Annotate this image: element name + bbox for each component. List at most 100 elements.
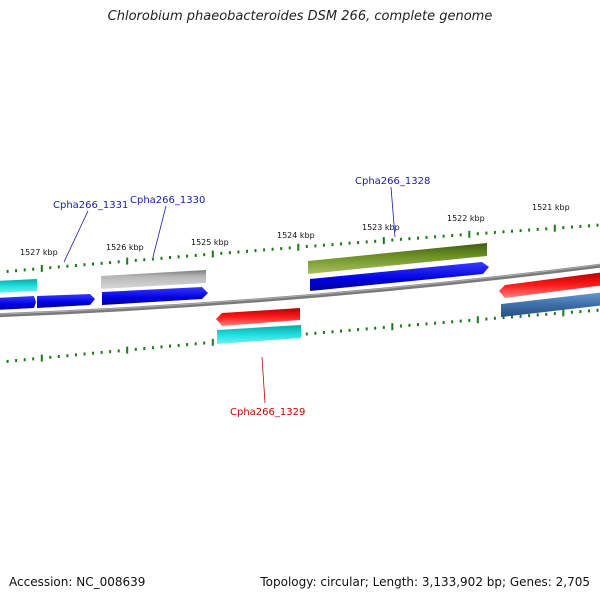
scale-minor-tick (399, 324, 402, 328)
scale-minor-tick (66, 354, 69, 358)
scale-minor-tick (365, 240, 368, 244)
scale-minor-tick (6, 269, 9, 273)
gene-cyan-left-upper[interactable] (0, 279, 37, 293)
scale-minor-tick (459, 319, 462, 323)
scale-minor-tick (228, 251, 231, 255)
scale-minor-tick (382, 325, 385, 329)
scale-minor-tick (117, 349, 120, 353)
topology-text: Topology: circular; Length: 3,133,902 bp… (260, 575, 590, 589)
gene-red-right[interactable] (499, 272, 600, 298)
scale-minor-tick (23, 358, 26, 362)
scale-minor-tick (502, 316, 505, 320)
gene-cyan-1329-lower[interactable] (217, 325, 301, 344)
scale-minor-tick (348, 328, 351, 332)
scale-minor-tick (143, 347, 146, 350)
scale-minor-tick (519, 314, 522, 318)
scale-minor-tick (134, 258, 137, 262)
scale-minor-tick (109, 261, 112, 265)
scale-minor-tick (442, 234, 445, 238)
scale-minor-tick (177, 343, 180, 347)
scale-minor-tick (468, 318, 471, 322)
scale-minor-tick (553, 312, 556, 316)
kbp-label-1527: 1527 kbp (20, 248, 58, 257)
gene-blue-left-a[interactable] (0, 296, 36, 310)
scale-major-tick (553, 224, 556, 232)
scale-minor-tick (177, 255, 180, 259)
scale-minor-tick (288, 246, 291, 250)
scale-minor-tick (348, 241, 351, 245)
scale-minor-tick (374, 326, 377, 330)
scale-minor-tick (434, 235, 437, 239)
kbp-label-1522: 1522 kbp (447, 214, 485, 223)
scale-minor-tick (408, 237, 411, 241)
gene-label-1328[interactable]: Cpha266_1328 (355, 176, 430, 187)
scale-minor-tick (596, 308, 599, 312)
scale-minor-tick (254, 249, 257, 253)
scale-minor-tick (399, 237, 402, 241)
scale-minor-tick (536, 227, 539, 231)
genome-backbone-highlight (0, 264, 600, 315)
scale-major-tick (476, 316, 479, 324)
scale-minor-tick (203, 253, 206, 257)
scale-minor-tick (32, 267, 35, 271)
gene-cpha266-1329[interactable] (216, 308, 300, 326)
genome-title: Chlorobium phaeobacteroides DSM 266, com… (107, 9, 493, 24)
scale-minor-tick (408, 323, 411, 327)
gene-blue-1328-lower[interactable] (310, 262, 489, 291)
scale-minor-tick (280, 247, 283, 251)
gene-cpha266-1331[interactable] (37, 294, 95, 308)
scale-major-tick (40, 354, 43, 362)
gene-label-1329[interactable]: Cpha266_1329 (230, 407, 305, 418)
scale-major-tick (126, 346, 129, 354)
scale-minor-tick (417, 236, 419, 240)
genome-backbone (0, 263, 600, 318)
scale-minor-tick (545, 227, 548, 231)
callout-line-1331 (63, 210, 89, 263)
gene-cpha266-1328[interactable] (308, 243, 487, 274)
scale-minor-tick (220, 251, 223, 255)
scale-minor-tick (588, 224, 590, 228)
scale-minor-tick (15, 269, 18, 273)
scale-minor-tick (322, 243, 325, 247)
gene-label-1331[interactable]: Cpha266_1331 (53, 200, 128, 211)
scale-minor-tick (117, 260, 120, 264)
gene-steel-right[interactable] (501, 292, 600, 317)
accession-text: Accession: NC_008639 (9, 575, 146, 589)
scale-minor-tick (57, 355, 60, 358)
scale-minor-tick (322, 331, 325, 334)
scale-major-tick (562, 309, 565, 317)
gene-cpha266-1330-gray[interactable] (101, 270, 206, 289)
scale-minor-tick (186, 254, 189, 258)
callout-line-1330 (152, 205, 167, 258)
scale-minor-tick (237, 250, 240, 254)
scale-minor-tick (74, 264, 77, 267)
scale-minor-tick (49, 266, 52, 270)
scale-major-tick (40, 264, 43, 272)
scale-minor-tick (169, 256, 171, 259)
scale-minor-tick (66, 264, 69, 268)
kbp-label-1526: 1526 kbp (106, 243, 144, 252)
kbp-label-1521: 1521 kbp (532, 203, 570, 212)
scale-minor-tick (92, 262, 94, 266)
scale-minor-tick (519, 229, 522, 233)
scale-minor-tick (528, 228, 531, 232)
scale-minor-tick (271, 247, 274, 251)
scale-minor-tick (417, 323, 419, 327)
scale-minor-tick (160, 345, 163, 349)
scale-minor-tick (596, 223, 599, 227)
scale-major-tick (468, 230, 471, 238)
scale-minor-tick (331, 243, 334, 247)
scale-minor-tick (340, 329, 342, 333)
scale-minor-tick (6, 359, 9, 363)
upper-scale-ticks (6, 223, 599, 273)
scale-minor-tick (357, 241, 360, 245)
scale-minor-tick (391, 238, 394, 242)
scale-minor-tick (425, 235, 428, 239)
scale-minor-tick (15, 359, 18, 362)
kbp-label-1524: 1524 kbp (277, 231, 315, 240)
scale-minor-tick (314, 244, 317, 248)
gene-label-1330[interactable]: Cpha266_1330 (130, 195, 205, 206)
scale-minor-tick (365, 327, 368, 331)
scale-minor-tick (357, 328, 360, 332)
gene-blue-1330-lower[interactable] (102, 287, 208, 305)
